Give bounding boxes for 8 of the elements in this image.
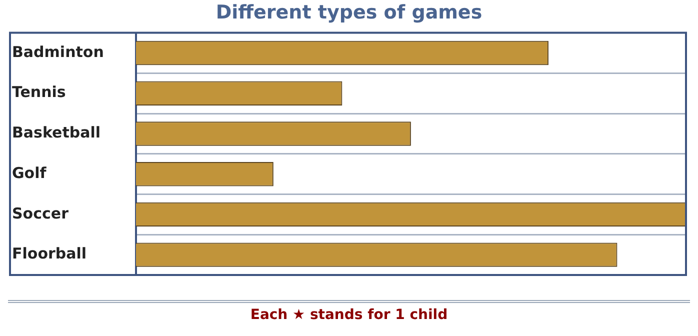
y-tick-label: Soccer [12,204,70,222]
y-tick-label: Golf [12,164,47,182]
chart-title: Different types of games [216,1,482,24]
y-tick-label: Basketball [12,124,101,142]
y-tick-label: Badminton [12,42,104,61]
y-tick-label: Tennis [12,83,66,102]
y-tick-label: Floorball [12,244,87,263]
text: Each ★ stands for 1 child [249,307,449,323]
